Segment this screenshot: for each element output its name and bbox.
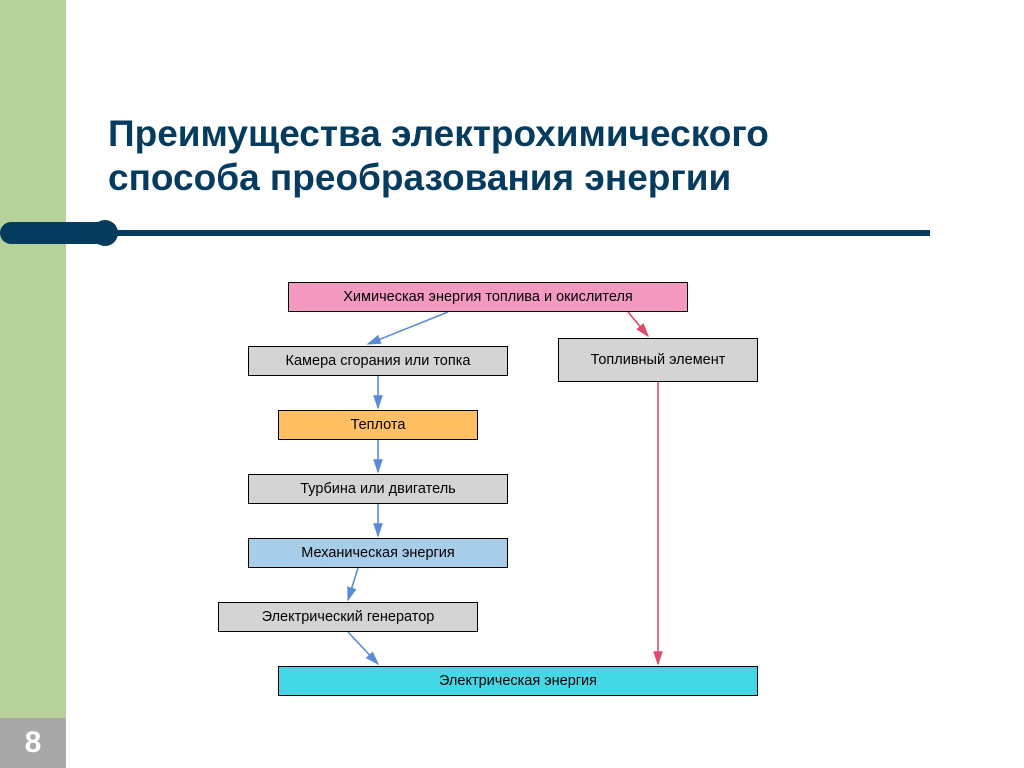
page-number: 8 — [25, 726, 42, 760]
slide: 8 Преимущества электрохимического способ… — [0, 0, 1024, 768]
flowchart: Химическая энергия топлива и окислителя К… — [218, 282, 858, 712]
flow-box-turbine: Турбина или двигатель — [248, 474, 508, 504]
flow-box-fuelcell: Топливный элемент — [558, 338, 758, 382]
flow-box-gen: Электрический генератор — [218, 602, 478, 632]
underline-line — [110, 230, 930, 236]
arrow-top-to-chamber — [368, 312, 448, 344]
flow-box-chamber: Камера сгорания или топка — [248, 346, 508, 376]
arrow-mech-to-gen — [348, 568, 358, 600]
slide-title: Преимущества электрохимического способа … — [108, 112, 928, 199]
flow-box-heat: Теплота — [278, 410, 478, 440]
flow-box-elec: Электрическая энергия — [278, 666, 758, 696]
flow-box-mech: Механическая энергия — [248, 538, 508, 568]
underline-cap — [0, 222, 106, 244]
arrow-top-to-fuelcell — [628, 312, 648, 336]
page-number-badge: 8 — [0, 718, 66, 768]
arrow-gen-to-elec — [348, 632, 378, 664]
left-accent-band — [0, 0, 66, 768]
flow-box-top: Химическая энергия топлива и окислителя — [288, 282, 688, 312]
title-underline — [0, 222, 106, 244]
